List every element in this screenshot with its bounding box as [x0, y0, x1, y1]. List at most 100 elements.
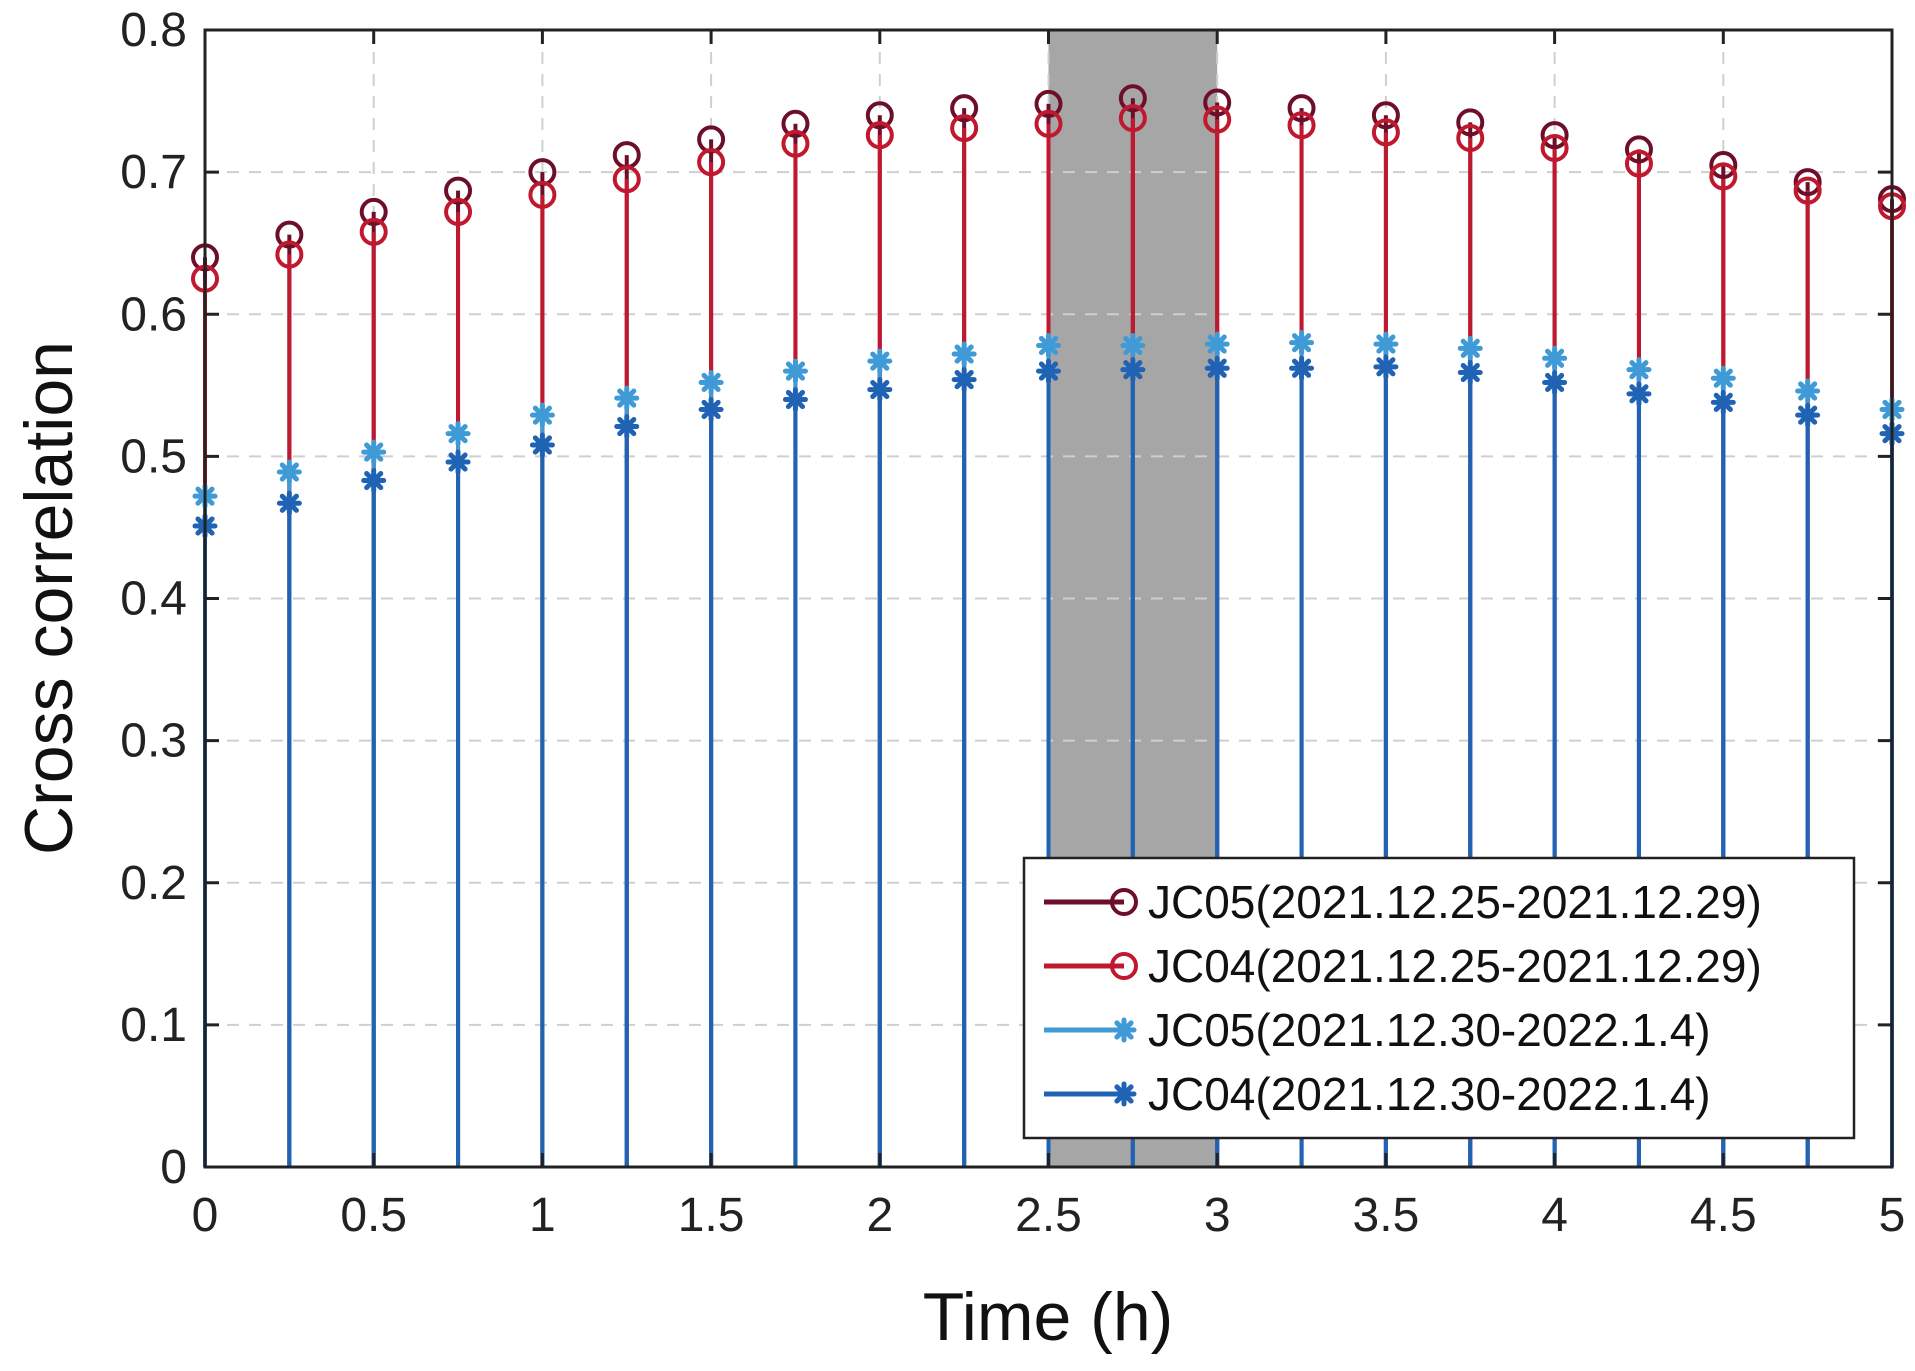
marker-s2-1-core [284, 467, 294, 477]
marker-s3-5-core [622, 422, 632, 432]
x-tick-label-8: 4 [1541, 1189, 1568, 1242]
legend-label-3: JC04(2021.12.30-2022.1.4) [1148, 1068, 1711, 1120]
marker-s0-17 [1624, 135, 1653, 164]
marker-s2-14-core [1381, 339, 1391, 349]
marker-s1-17 [1624, 149, 1653, 178]
marker-s3-4 [529, 432, 555, 458]
marker-s0-11 [1118, 84, 1147, 113]
marker-s3-1 [276, 490, 302, 516]
marker-s3-15 [1457, 360, 1483, 386]
x-tick-label-0: 0 [192, 1189, 219, 1242]
marker-s1-6 [697, 148, 726, 177]
marker-s3-13 [1289, 355, 1315, 381]
marker-s2-9 [951, 341, 977, 367]
marker-s0-13 [1287, 94, 1316, 123]
marker-s2-18 [1710, 365, 1736, 391]
marker-s3-19-core [1803, 410, 1813, 420]
marker-s1-8 [865, 121, 894, 150]
legend-label-1: JC04(2021.12.25-2021.12.29) [1148, 940, 1762, 992]
legend-label-2: JC05(2021.12.30-2022.1.4) [1148, 1004, 1711, 1056]
y-tick-label-6: 0.6 [120, 288, 187, 341]
marker-s2-7-core [790, 366, 800, 376]
marker-s1-2 [359, 217, 388, 246]
x-tick-label-4: 2 [866, 1189, 893, 1242]
marker-s3-1-core [284, 498, 294, 508]
marker-s2-10-core [1044, 341, 1053, 351]
marker-s2-8-core [875, 356, 885, 366]
marker-s3-18-core [1718, 397, 1728, 407]
marker-s1-4 [528, 180, 557, 209]
marker-s2-11 [1120, 333, 1146, 359]
marker-s1-1 [275, 240, 304, 269]
marker-s3-6 [698, 396, 724, 422]
marker-s2-14 [1373, 331, 1399, 357]
x-axis-label: Time (h) [923, 1279, 1174, 1355]
marker-s2-2 [361, 439, 387, 465]
marker-s1-12 [1203, 105, 1232, 134]
marker-s3-8-core [875, 385, 885, 395]
marker-s3-17 [1626, 381, 1652, 407]
marker-s3-9 [951, 367, 977, 393]
marker-s3-5 [614, 414, 640, 440]
legend-marker-3 [1111, 1081, 1137, 1107]
marker-s0-19 [1793, 168, 1822, 197]
marker-s3-4-core [537, 440, 547, 450]
x-tick-label-10: 5 [1879, 1189, 1906, 1242]
marker-s2-4 [529, 402, 555, 428]
marker-s1-5 [612, 165, 641, 194]
legend-marker-1 [1110, 952, 1138, 980]
marker-s2-13-core [1297, 338, 1307, 348]
marker-s1-15 [1456, 124, 1485, 153]
marker-s3-16 [1542, 369, 1568, 395]
marker-s2-16-core [1550, 353, 1560, 363]
y-tick-label-8: 0.8 [120, 4, 187, 57]
marker-s3-11 [1120, 357, 1146, 383]
marker-s3-2 [361, 468, 387, 494]
marker-s1-11 [1118, 104, 1147, 133]
marker-s0-10 [1034, 89, 1063, 118]
marker-s0-18 [1709, 151, 1738, 180]
marker-s2-4-core [537, 410, 547, 420]
marker-s3-11-core [1128, 365, 1138, 375]
marker-s2-19-core [1803, 386, 1813, 396]
legend-marker-0 [1110, 888, 1138, 916]
marker-s2-13 [1289, 330, 1315, 356]
marker-s3-17-core [1634, 389, 1644, 399]
legend-box [1022, 856, 1856, 1140]
x-tick-label-6: 3 [1204, 1189, 1231, 1242]
marker-s0-1 [275, 220, 304, 249]
marker-s2-17 [1626, 357, 1652, 383]
marker-s2-11-core [1128, 341, 1138, 351]
marker-s2-2-core [369, 447, 379, 457]
y-tick-label-1: 0.1 [120, 999, 187, 1052]
marker-s3-2-core [369, 476, 379, 486]
marker-s3-13-core [1297, 363, 1307, 373]
marker-s2-5 [614, 385, 640, 411]
y-tick-label-3: 0.3 [120, 715, 187, 768]
marker-s3-12-core [1212, 363, 1222, 373]
marker-s2-15-core [1465, 343, 1475, 353]
y-tick-label-4: 0.4 [120, 573, 187, 626]
marker-s3-3 [445, 449, 471, 475]
marker-s3-19 [1795, 402, 1821, 428]
marker-s2-6-core [706, 377, 716, 387]
x-tick-label-3: 1.5 [678, 1189, 745, 1242]
marker-s2-19 [1795, 378, 1821, 404]
marker-s0-16 [1540, 121, 1569, 150]
legend-marker-3-core [1119, 1089, 1129, 1099]
marker-s2-3 [445, 421, 471, 447]
marker-s3-9-core [959, 375, 969, 385]
x-tick-label-9: 4.5 [1690, 1189, 1757, 1242]
marker-s2-3-core [453, 429, 463, 439]
marker-s0-8 [865, 101, 894, 130]
marker-s1-3 [444, 197, 473, 226]
marker-s0-12 [1203, 88, 1232, 117]
marker-s3-18 [1710, 389, 1736, 415]
marker-s3-16-core [1550, 377, 1560, 387]
marker-s3-6-core [706, 404, 716, 414]
marker-s1-7 [781, 129, 810, 158]
x-tick-label-1: 0.5 [340, 1189, 407, 1242]
marker-s3-7-core [790, 395, 800, 405]
y-axis-ticks: 0 0.1 0.2 0.3 0.4 0.5 0.6 0.7 0.8 [120, 4, 1892, 1194]
